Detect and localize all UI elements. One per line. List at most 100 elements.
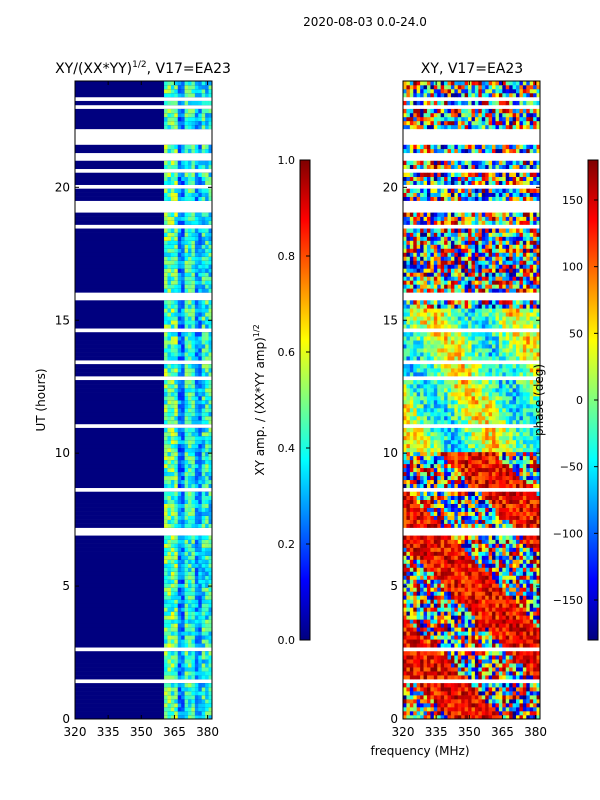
right-heatmap-cell xyxy=(430,559,435,564)
right-heatmap-cell xyxy=(519,451,524,457)
left-heatmap-cell xyxy=(194,124,199,130)
right-heatmap-cell xyxy=(478,611,483,616)
right-heatmap-cell xyxy=(437,575,441,580)
left-heatmap-cell xyxy=(198,447,203,453)
left-heatmap-cell xyxy=(167,348,172,353)
left-heatmap-cell xyxy=(201,112,206,118)
left-heatmap-cell xyxy=(198,300,203,305)
right-heatmap-cell xyxy=(536,435,541,441)
left-heatmap-cell xyxy=(167,188,172,193)
left-heatmap-cell xyxy=(191,388,196,393)
right-heatmap-cell xyxy=(426,635,431,640)
left-heatmap-cell xyxy=(174,715,179,720)
left-heatmap-cell xyxy=(177,415,182,421)
left-heatmap-cell xyxy=(194,463,199,469)
right-heatmap-cell xyxy=(502,583,507,588)
right-heatmap-cell xyxy=(409,483,414,489)
left-heatmap-cell xyxy=(201,403,206,409)
left-heatmap-cell xyxy=(164,695,168,700)
left-heatmap-cell xyxy=(184,396,189,401)
left-heatmap-cell xyxy=(191,340,196,345)
right-heatmap-cell xyxy=(444,715,448,720)
right-heatmap-cell xyxy=(413,495,417,500)
right-heatmap-cell xyxy=(437,703,441,708)
right-heatmap-cell xyxy=(502,687,507,692)
right-heatmap-cell xyxy=(502,475,507,481)
right-heatmap-cell xyxy=(454,503,459,508)
right-heatmap-cell xyxy=(522,587,527,592)
right-heatmap-cell xyxy=(512,591,517,596)
left-heatmap-cell xyxy=(184,280,189,285)
left-heatmap-cell xyxy=(164,312,168,317)
right-heatmap-cell xyxy=(485,675,489,680)
right-heatmap-cell xyxy=(420,543,424,548)
right-heatmap-cell xyxy=(450,439,455,445)
left-heatmap-cell xyxy=(191,495,196,500)
left-heatmap-cell xyxy=(191,547,196,552)
right-heatmap-cell xyxy=(471,615,476,620)
right-heatmap-cell xyxy=(413,507,417,512)
right-heatmap-cell xyxy=(495,403,500,409)
right-heatmap-cell xyxy=(409,479,414,485)
right-heatmap-cell xyxy=(485,459,489,465)
right-heatmap-cell xyxy=(420,427,424,433)
left-heatmap-cell xyxy=(181,711,185,716)
right-heatmap-cell xyxy=(437,663,441,668)
right-heatmap-cell xyxy=(450,603,455,608)
left-heatmap-cell xyxy=(164,655,168,660)
right-heatmap-cell xyxy=(433,495,438,500)
left-colorbar-label: XY amp. / (XX*YY amp)1/2 xyxy=(252,324,267,475)
right-heatmap-cell xyxy=(409,523,414,528)
left-heatmap-cell xyxy=(170,288,175,293)
left-heatmap-cell xyxy=(188,232,192,237)
left-heatmap-cell xyxy=(205,228,209,233)
right-heatmap-cell xyxy=(450,715,455,720)
right-heatmap-cell xyxy=(447,599,452,604)
left-heatmap-cell xyxy=(194,324,199,329)
right-heatmap-cell xyxy=(492,535,496,540)
left-heatmap-cell xyxy=(201,655,206,660)
right-heatmap-cell xyxy=(468,635,472,640)
right-heatmap-cell xyxy=(406,563,411,568)
right-heatmap-cell xyxy=(509,651,513,656)
right-heatmap-cell xyxy=(502,663,507,668)
right-heatmap-cell xyxy=(406,715,411,720)
left-heatmap-cell xyxy=(164,563,168,568)
left-heatmap-cell xyxy=(174,320,179,325)
left-heatmap-cell xyxy=(170,571,175,576)
left-heatmap-cell xyxy=(170,172,175,177)
right-heatmap-cell xyxy=(437,415,441,421)
left-heatmap-cell xyxy=(188,356,192,361)
right-heatmap-cell xyxy=(495,459,500,465)
right-heatmap-cell xyxy=(529,663,534,668)
left-heatmap-cell xyxy=(170,615,175,620)
left-heatmap-cell xyxy=(205,308,209,313)
left-heatmap-cell xyxy=(181,659,185,664)
left-heatmap-row xyxy=(75,108,212,114)
left-heatmap-cell xyxy=(181,384,185,389)
right-heatmap-cell xyxy=(464,599,469,604)
left-heatmap-cell xyxy=(191,348,196,353)
right-heatmap-cell xyxy=(536,451,541,457)
right-heatmap-cell xyxy=(416,667,421,672)
left-heatmap-cell xyxy=(188,100,192,106)
left-heatmap-cell xyxy=(208,711,213,716)
left-heatmap-cell xyxy=(208,655,213,660)
left-heatmap-cell xyxy=(181,372,185,377)
left-heatmap-cell xyxy=(198,703,203,708)
right-heatmap-cell xyxy=(413,707,417,712)
left-heatmap-cell xyxy=(174,491,179,496)
left-heatmap-row xyxy=(75,655,212,660)
right-heatmap-cell xyxy=(457,547,462,552)
right-heatmap-cell xyxy=(485,623,489,628)
right-heatmap-cell xyxy=(498,695,503,700)
right-heatmap-cell xyxy=(430,655,435,660)
right-heatmap-cell xyxy=(420,603,424,608)
right-heatmap-cell xyxy=(529,411,534,417)
left-heatmap-cell xyxy=(191,240,196,245)
right-heatmap-cell xyxy=(529,695,534,700)
right-heatmap-cell xyxy=(468,655,472,660)
right-heatmap-cell xyxy=(495,479,500,485)
right-heatmap-cell xyxy=(423,407,428,413)
left-heatmap-cell xyxy=(184,212,189,217)
